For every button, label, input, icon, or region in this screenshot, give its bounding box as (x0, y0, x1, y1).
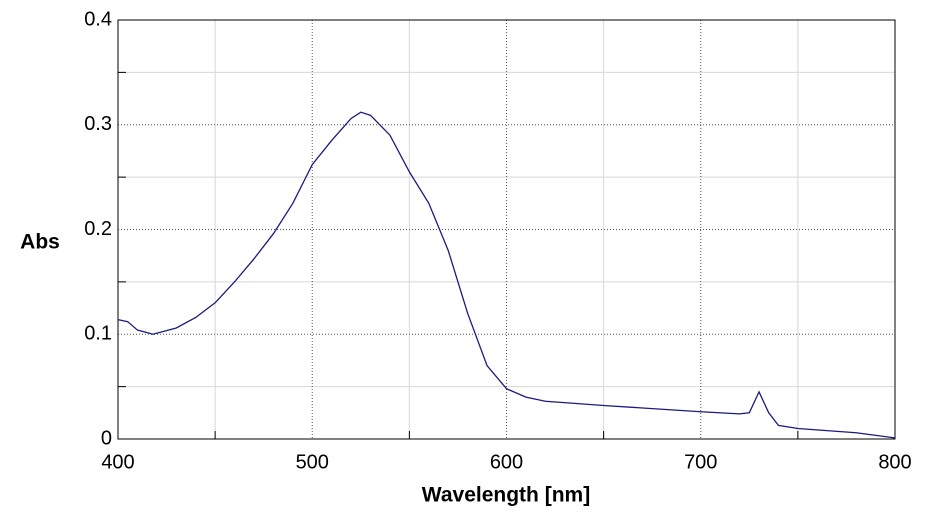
y-axis-title: Abs (20, 231, 60, 254)
y-tick-label: 0.2 (84, 218, 112, 240)
x-tick-label: 800 (878, 451, 911, 473)
x-tick-label: 500 (296, 451, 329, 473)
x-tick-label: 400 (101, 451, 134, 473)
y-tick-label: 0.3 (84, 113, 112, 135)
y-tick-label: 0.4 (84, 8, 112, 30)
data-line (117, 111, 896, 439)
x-tick-label: 700 (684, 451, 717, 473)
plot-frame (117, 19, 896, 440)
x-axis-title: Wavelength [nm] (422, 484, 590, 507)
y-tick-label: 0.1 (84, 323, 112, 345)
y-tick-label: 0 (101, 427, 112, 449)
x-tick-label: 600 (490, 451, 523, 473)
